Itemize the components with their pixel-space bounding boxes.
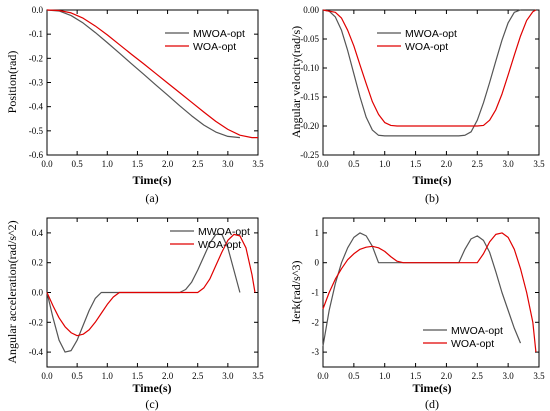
x-tick-label: 0.0	[41, 159, 53, 169]
y-tick-label: -0.3	[29, 78, 44, 88]
y-tick-label: -1	[312, 288, 320, 298]
x-tick-label: 0.5	[348, 159, 360, 169]
x-tick-label: 1.0	[102, 159, 114, 169]
y-axis-label: Position(rad)	[5, 51, 19, 114]
x-axis-label: Time(s)	[412, 381, 451, 395]
y-axis-label: Jerk(rad/s^3)	[289, 261, 303, 324]
x-tick-label: 0.5	[348, 371, 360, 381]
panel-caption: (a)	[145, 191, 158, 205]
x-tick-label: 1.0	[379, 371, 391, 381]
y-tick-label: 0.0	[32, 5, 44, 15]
panel-caption: (d)	[425, 397, 439, 411]
x-tick-label: 1.0	[102, 371, 114, 381]
x-tick-label: 3.0	[503, 159, 515, 169]
y-tick-label: 0.2	[32, 258, 43, 268]
y-tick-label: -0.6	[29, 150, 44, 160]
y-tick-label: -0.25	[300, 150, 319, 160]
x-tick-label: 2.0	[162, 371, 174, 381]
x-tick-label: 0.0	[317, 159, 329, 169]
legend-label: MWOA-opt	[405, 28, 457, 40]
x-tick-label: 3.5	[252, 371, 264, 381]
x-tick-label: 1.5	[410, 159, 422, 169]
x-tick-label: 2.5	[472, 371, 484, 381]
legend-label: WOA-opt	[193, 41, 236, 53]
x-tick-label: 2.5	[192, 159, 204, 169]
y-axis-label: Angular acceleration(rad/s^2)	[5, 220, 19, 363]
x-tick-label: 3.0	[222, 159, 234, 169]
series-line-woa-opt	[322, 232, 537, 353]
chart-panel-1: 0.0 0.5 1.0 1.5 2.0 2.5 3.0 3.5 0.0 -0.1 -0.2 -0.3 -…	[5, 5, 264, 205]
y-tick-label: -0.4	[29, 102, 44, 112]
panel-caption: (c)	[145, 397, 158, 411]
legend-label: WOA-opt	[405, 41, 448, 53]
x-tick-label: 1.0	[379, 159, 391, 169]
x-tick-label: 3.5	[533, 371, 545, 381]
legend-label: WOA-opt	[198, 239, 241, 251]
x-tick-label: 0.0	[41, 371, 53, 381]
y-tick-label: -0.4	[29, 347, 44, 357]
series-line-mwoa-opt	[322, 9, 521, 137]
y-tick-label: 0.0	[32, 288, 44, 298]
x-tick-label: 1.5	[132, 159, 144, 169]
chart-panel-2: 0.0 0.5 1.0 1.5 2.0 2.5 3.0 3.5 0.00 -0.05 -0.10 -0…	[289, 5, 545, 205]
x-tick-label: 1.5	[132, 371, 144, 381]
x-tick-label: 2.5	[472, 159, 484, 169]
series-line-woa-opt	[46, 9, 258, 139]
x-tick-label: 0.5	[72, 159, 84, 169]
legend-label: MWOA-opt	[451, 325, 503, 337]
x-tick-label: 2.0	[441, 371, 453, 381]
y-tick-label: -0.2	[29, 53, 43, 63]
legend-label: MWOA-opt	[193, 28, 245, 40]
y-tick-label: -0.1	[29, 29, 43, 39]
x-tick-label: 2.0	[441, 159, 453, 169]
legend-label: WOA-opt	[451, 338, 494, 350]
y-tick-label: -0.05	[300, 34, 319, 44]
x-axis-label: Time(s)	[132, 381, 171, 395]
y-axis-label: Angular velocity(rad/s)	[289, 26, 303, 138]
series-line-woa-opt	[46, 233, 256, 337]
y-tick-label: -0.2	[29, 317, 43, 327]
chart-panel-4: 0.0 0.5 1.0 1.5 2.0 2.5 3.0 3.5 1 0 -1 -2 -3 MWOA-opt…	[289, 217, 545, 411]
legend-label: MWOA-opt	[198, 226, 250, 238]
y-tick-label: 1	[315, 228, 320, 238]
y-tick-label: -0.10	[300, 63, 319, 73]
y-tick-label: 0.4	[32, 228, 44, 238]
x-tick-label: 3.5	[533, 159, 545, 169]
y-tick-label: -0.5	[29, 126, 44, 136]
x-axis-label: Time(s)	[412, 173, 451, 187]
x-tick-label: 3.0	[503, 371, 515, 381]
x-tick-label: 3.5	[252, 159, 264, 169]
y-tick-label: 0	[315, 258, 320, 268]
series-line-mwoa-opt	[46, 9, 240, 139]
series-line-mwoa-opt	[46, 233, 241, 353]
x-tick-label: 2.0	[162, 159, 174, 169]
plot-frame	[322, 217, 540, 368]
y-tick-label: -0.20	[300, 121, 319, 131]
x-tick-label: 0.0	[317, 371, 329, 381]
y-tick-label: 0.00	[303, 5, 319, 15]
x-tick-label: 1.5	[410, 371, 422, 381]
x-tick-label: 3.0	[222, 371, 234, 381]
chart-panel-3: 0.0 0.5 1.0 1.5 2.0 2.5 3.0 3.5 0.4 0.2 0.0 -0.2 -0.…	[5, 217, 264, 411]
x-tick-label: 0.5	[72, 371, 84, 381]
y-tick-label: -2	[312, 317, 320, 327]
y-tick-label: -0.15	[300, 92, 319, 102]
panel-caption: (b)	[425, 191, 439, 205]
x-axis-label: Time(s)	[132, 173, 171, 187]
plot-frame	[322, 9, 540, 156]
series-line-woa-opt	[322, 9, 537, 127]
y-tick-label: -3	[312, 347, 320, 357]
x-tick-label: 2.5	[192, 371, 204, 381]
